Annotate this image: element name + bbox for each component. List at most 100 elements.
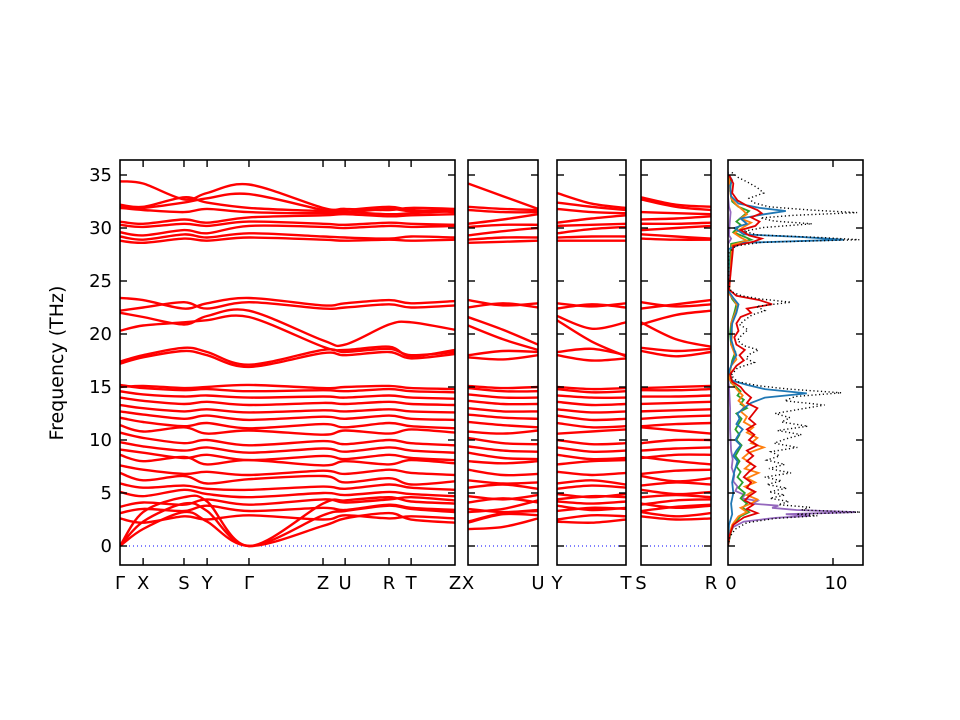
phonon-band — [468, 429, 538, 435]
phonon-band — [557, 225, 626, 235]
phonon-band — [641, 321, 711, 348]
phonon-band — [641, 474, 711, 483]
phonon-band — [120, 206, 455, 216]
phonon-band — [120, 349, 455, 369]
phonon-band — [120, 196, 455, 214]
phonon-band — [468, 384, 538, 390]
phonon-band — [557, 458, 626, 466]
phonon-band — [641, 224, 711, 232]
phonon-band — [641, 421, 711, 428]
phonon-band — [641, 400, 711, 406]
phonon-band — [557, 513, 626, 521]
kpoint-label: T — [405, 573, 418, 594]
phonon-band — [557, 492, 626, 499]
phonon-band — [557, 302, 626, 308]
phonon-band — [120, 503, 455, 515]
phonon-band — [468, 298, 538, 307]
phonon-band — [557, 518, 626, 524]
phonon-band — [468, 445, 538, 453]
phonon-band — [120, 396, 455, 407]
phonon-band — [468, 493, 538, 501]
phonon-band — [120, 232, 455, 241]
phonon-band — [557, 421, 626, 429]
phonon-band — [120, 440, 455, 454]
phonon-band — [468, 223, 538, 229]
phonon-band — [468, 239, 538, 245]
y-tick-label: 5 — [101, 483, 112, 504]
phonon-band — [641, 298, 711, 310]
kpoint-label: S — [178, 573, 189, 594]
phonon-band — [468, 399, 538, 406]
phonon-band — [641, 237, 711, 241]
phonon-band — [468, 451, 538, 461]
phonon-band — [641, 503, 711, 513]
y-tick-label: 35 — [89, 165, 112, 186]
phonon-band — [468, 213, 538, 225]
kpoint-label: X — [137, 573, 149, 594]
phonon-band — [468, 226, 538, 237]
phonon-band — [641, 221, 711, 226]
phonon-band — [641, 446, 711, 452]
phonon-band — [641, 408, 711, 413]
phonon-band — [557, 347, 626, 357]
phonon-band — [557, 387, 626, 394]
phonon-band — [120, 346, 455, 366]
phonon-band — [641, 301, 711, 308]
phonon-band — [120, 488, 455, 499]
phonon-band — [557, 314, 626, 330]
phonon-band — [468, 512, 538, 524]
phonon-band — [120, 514, 455, 524]
phonon-band — [641, 349, 711, 358]
band-panel-2-frame — [467, 159, 539, 566]
kpoint-label: R — [705, 573, 718, 594]
phonon-band — [641, 515, 711, 521]
phonon-band — [120, 212, 455, 226]
kpoint-label: Z — [449, 573, 461, 594]
dos-panel-frame — [727, 159, 864, 566]
phonon-band — [468, 420, 538, 429]
kpoint-label: Γ — [244, 573, 254, 594]
kpoint-label: Y — [201, 573, 214, 594]
band-panel-2-bands — [468, 182, 538, 531]
phonon-band — [468, 407, 538, 413]
phonon-band — [468, 236, 538, 241]
y-tick-label: 15 — [89, 377, 112, 398]
phonon-band — [641, 309, 711, 326]
phonon-band — [557, 385, 626, 391]
phonon-band — [641, 488, 711, 496]
phonon-band — [120, 403, 455, 414]
dos-x-tick-label: 10 — [825, 573, 848, 594]
phonon-band — [468, 182, 538, 211]
phonon-band — [120, 220, 455, 229]
phonon-band — [120, 416, 455, 430]
phonon-band — [120, 453, 455, 467]
phonon-band — [468, 517, 538, 531]
kpoint-label: U — [531, 573, 544, 594]
phonon-band — [557, 428, 626, 435]
phonon-band — [557, 354, 626, 362]
y-tick-label: 10 — [89, 430, 112, 451]
phonon-band — [468, 302, 538, 309]
y-tick-label: 30 — [89, 218, 112, 239]
phonon-band — [641, 215, 711, 221]
phonon-band — [468, 393, 538, 400]
phonon-band — [557, 400, 626, 407]
phonon-band — [641, 233, 711, 240]
band-panel-3-frame — [556, 159, 627, 566]
kpoint-label: T — [620, 573, 633, 594]
phonon-band — [557, 446, 626, 454]
band-panel-4-bands — [641, 196, 711, 521]
dos-x-tick-label: 0 — [725, 573, 736, 594]
phonon-band — [468, 436, 538, 446]
phonon-band — [468, 386, 538, 393]
phonon-band — [468, 354, 538, 361]
phonon-band — [468, 460, 538, 465]
phonon-band — [557, 394, 626, 399]
band-panel-4-frame — [640, 159, 712, 566]
phonon-band — [641, 510, 711, 518]
phonon-band — [468, 208, 538, 214]
phonon-band — [641, 498, 711, 506]
phonon-band — [120, 495, 455, 508]
dos-curve-dotted-black — [728, 171, 861, 547]
